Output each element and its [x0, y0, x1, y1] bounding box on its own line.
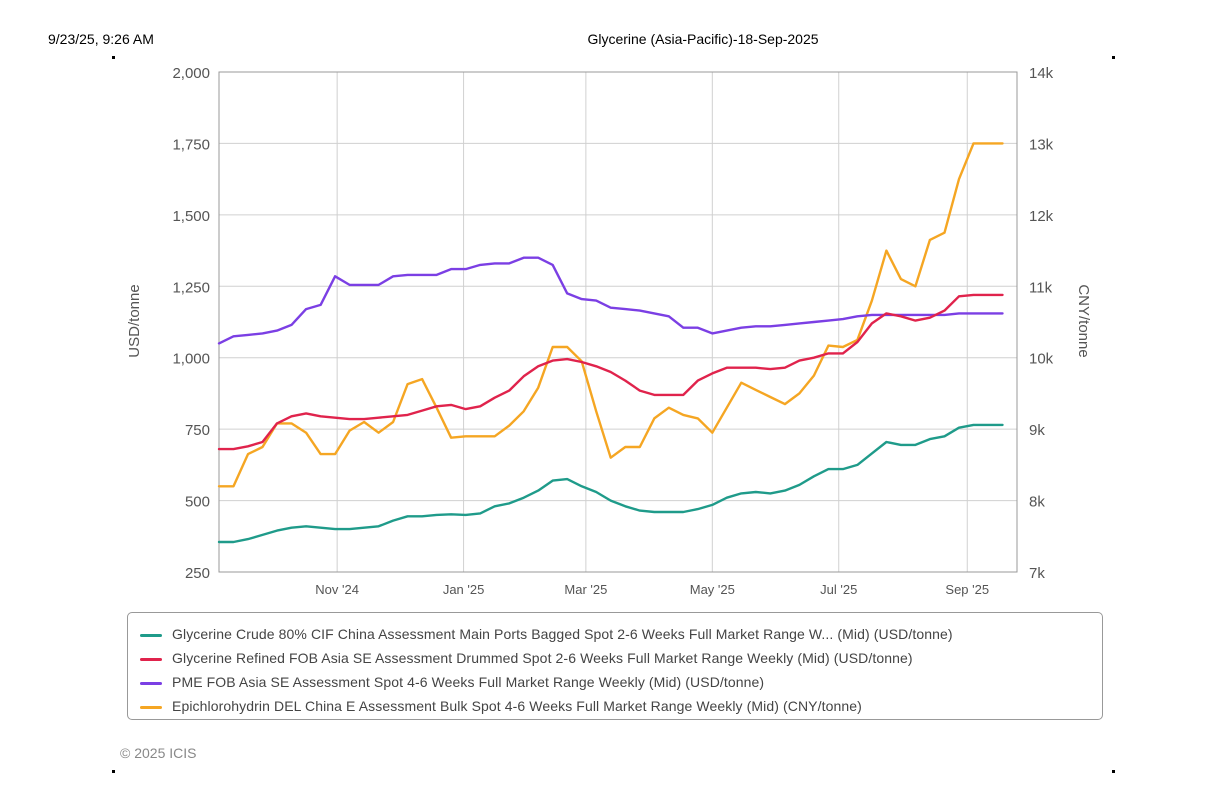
legend-swatch: [140, 706, 162, 709]
report-title: Glycerine (Asia-Pacific)-18-Sep-2025: [587, 31, 819, 47]
y2-tick-label: 7k: [1029, 565, 1045, 582]
y2-tick-label: 14k: [1029, 65, 1054, 82]
crop-mark-top-left: [112, 56, 115, 59]
y2-tick-label: 11k: [1029, 279, 1053, 296]
y2-tick-label: 13k: [1029, 136, 1054, 153]
y-axis-left: 250 500 750 1,000 1,250 1,500 1,750 2,000: [172, 65, 210, 582]
y-tick-label: 500: [185, 494, 210, 511]
chart-legend: Glycerine Crude 80% CIF China Assessment…: [127, 612, 1103, 720]
plot-frame: [218, 71, 1018, 573]
y-tick-label: 750: [185, 422, 210, 439]
y-axis-label-left: USD/tonne: [126, 284, 143, 357]
y-tick-label: 1,750: [172, 136, 210, 153]
y-tick-label: 1,250: [172, 279, 210, 296]
x-tick-label: Sep '25: [945, 582, 989, 597]
legend-swatch: [140, 658, 162, 661]
x-tick-label: Jan '25: [443, 582, 485, 597]
y2-tick-label: 12k: [1029, 208, 1054, 225]
legend-label: Glycerine Crude 80% CIF China Assessment…: [172, 626, 953, 642]
crop-mark-bottom-right: [1112, 770, 1115, 773]
x-axis: Nov '24 Jan '25 Mar '25 May '25 Jul '25 Sep '…: [315, 582, 989, 597]
series-layer: [217, 142, 1004, 544]
legend-swatch: [140, 682, 162, 685]
series-line-2: [217, 256, 1004, 345]
report-title-row: Glycerine (Asia-Pacific)-18-Sep-2025: [0, 31, 1224, 47]
page-header: 9/23/25, 9:26 AM Glycerine (Asia-Pacific…: [0, 31, 1224, 51]
series-line-0: [217, 423, 1004, 544]
y2-tick-label: 9k: [1029, 422, 1045, 439]
y-axis-right: 7k 8k 9k 10k 11k 12k 13k 14k: [1029, 65, 1054, 582]
y-axis-label-right: CNY/tonne: [1075, 284, 1092, 357]
legend-swatch: [140, 634, 162, 637]
y-tick-label: 250: [185, 565, 210, 582]
y2-tick-label: 10k: [1029, 351, 1054, 368]
legend-label: PME FOB Asia SE Assessment Spot 4-6 Week…: [172, 674, 765, 690]
crop-mark-top-right: [1112, 56, 1115, 59]
x-tick-label: May '25: [690, 582, 735, 597]
copyright-notice: © 2025 ICIS: [120, 745, 197, 761]
print-timestamp: 9/23/25, 9:26 AM: [48, 31, 154, 47]
x-tick-label: Mar '25: [564, 582, 607, 597]
legend-label: Glycerine Refined FOB Asia SE Assessment…: [172, 650, 913, 666]
x-tick-label: Jul '25: [820, 582, 857, 597]
y-tick-label: 1,500: [172, 208, 210, 225]
chart-grid: [219, 71, 1017, 573]
legend-label: Epichlorohydrin DEL China E Assessment B…: [172, 698, 862, 714]
y2-tick-label: 8k: [1029, 494, 1045, 511]
series-line-1: [217, 293, 1004, 451]
crop-mark-bottom-left: [112, 770, 115, 773]
y-tick-label: 1,000: [172, 351, 210, 368]
y-tick-label: 2,000: [172, 65, 210, 82]
series-line-3: [217, 142, 1004, 488]
x-tick-label: Nov '24: [315, 582, 359, 597]
